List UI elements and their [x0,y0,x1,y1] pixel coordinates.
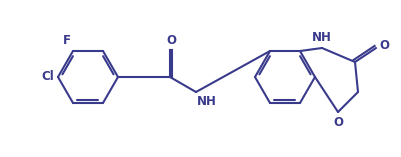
Text: NH: NH [311,31,331,44]
Text: O: O [332,116,342,129]
Text: Cl: Cl [41,70,54,84]
Text: O: O [166,34,176,47]
Text: F: F [63,34,71,47]
Text: O: O [378,40,388,52]
Text: NH: NH [196,95,216,108]
